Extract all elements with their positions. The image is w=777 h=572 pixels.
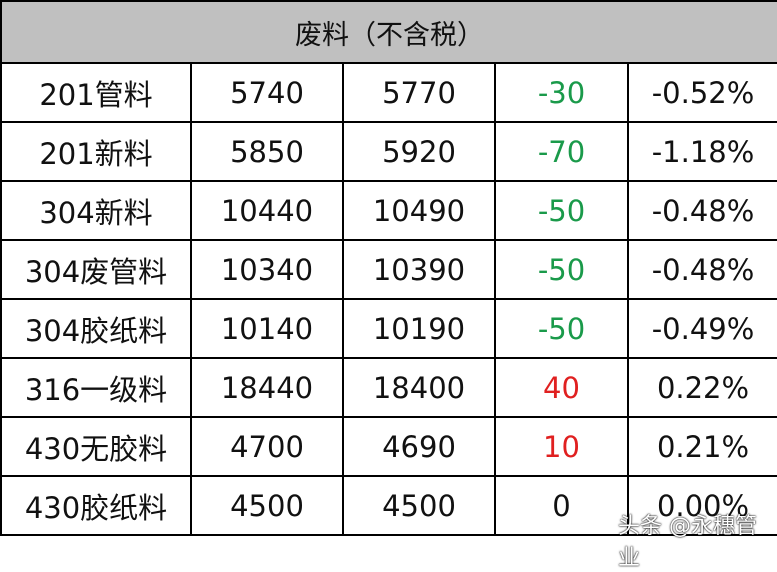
price-previous: 10190 <box>342 298 496 359</box>
table-row: 430胶纸料 4500 4500 0 0.00% <box>0 475 777 536</box>
price-previous: 10490 <box>342 180 496 241</box>
material-name: 304废管料 <box>0 239 192 300</box>
price-today: 4500 <box>190 475 344 536</box>
price-previous: 5920 <box>342 121 496 182</box>
price-today: 5740 <box>190 62 344 123</box>
change-percent: -0.48% <box>626 180 777 241</box>
change-percent: -1.18% <box>626 121 777 182</box>
price-change: -70 <box>494 121 629 182</box>
table-row: 430无胶料 4700 4690 10 0.21% <box>0 416 777 477</box>
price-today: 5850 <box>190 121 344 182</box>
table-row: 304废管料 10340 10390 -50 -0.48% <box>0 239 777 300</box>
change-percent: 0.00% <box>626 475 777 536</box>
price-change: -50 <box>494 180 629 241</box>
table-row: 201管料 5740 5770 -30 -0.52% <box>0 62 777 123</box>
watermark: 头条 @永穗管业 <box>618 514 757 571</box>
price-previous: 4500 <box>342 475 496 536</box>
price-change: 0 <box>494 475 629 536</box>
price-today: 4700 <box>190 416 344 477</box>
price-today: 18440 <box>190 357 344 418</box>
change-percent: 0.22% <box>626 357 777 418</box>
material-name: 430胶纸料 <box>0 475 192 536</box>
table-row: 316一级料 18440 18400 40 0.22% <box>0 357 777 418</box>
table-row: 201新料 5850 5920 -70 -1.18% <box>0 121 777 182</box>
price-previous: 4690 <box>342 416 496 477</box>
price-previous: 10390 <box>342 239 496 300</box>
price-change: -50 <box>494 298 629 359</box>
change-percent: 0.21% <box>626 416 777 477</box>
material-name: 304胶纸料 <box>0 298 192 359</box>
price-previous: 18400 <box>342 357 496 418</box>
material-name: 304新料 <box>0 180 192 241</box>
table-title: 废料（不含税） <box>0 0 777 64</box>
material-name: 316一级料 <box>0 357 192 418</box>
table-row: 304胶纸料 10140 10190 -50 -0.49% <box>0 298 777 359</box>
price-today: 10440 <box>190 180 344 241</box>
change-percent: -0.52% <box>626 62 777 123</box>
table-row: 304新料 10440 10490 -50 -0.48% <box>0 180 777 241</box>
price-today: 10140 <box>190 298 344 359</box>
price-change: 40 <box>494 357 629 418</box>
price-change: -50 <box>494 239 629 300</box>
change-percent: -0.49% <box>626 298 777 359</box>
material-name: 201管料 <box>0 62 192 123</box>
change-percent: -0.48% <box>626 239 777 300</box>
price-change: 10 <box>494 416 629 477</box>
scrap-price-table: 废料（不含税） 201管料 5740 5770 -30 -0.52% 201新料 5850 5… <box>0 0 777 536</box>
material-name: 430无胶料 <box>0 416 192 477</box>
price-change: -30 <box>494 62 629 123</box>
price-previous: 5770 <box>342 62 496 123</box>
price-today: 10340 <box>190 239 344 300</box>
material-name: 201新料 <box>0 121 192 182</box>
